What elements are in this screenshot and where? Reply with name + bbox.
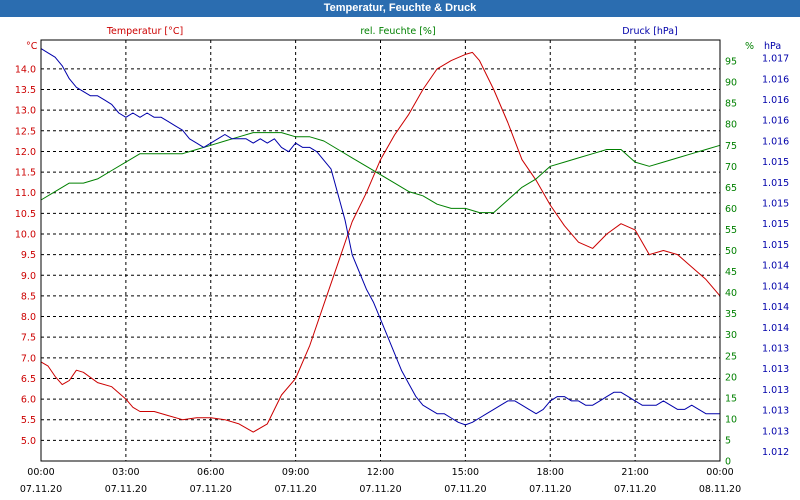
- pressure-tick-label: 1.015: [762, 157, 789, 168]
- temperature-tick-label: 13.5: [15, 85, 36, 96]
- pressure-tick-label: 1.015: [762, 219, 789, 230]
- pressure-tick-label: 1.014: [762, 281, 789, 292]
- humidity-tick-label: 45: [725, 267, 737, 278]
- x-tick-time-label: 00:00: [27, 467, 54, 478]
- humidity-tick-label: 75: [725, 141, 737, 152]
- humidity-tick-label: 50: [725, 246, 737, 257]
- temperature-tick-label: 10.0: [15, 229, 36, 240]
- humidity-axis-title: rel. Feuchte [%]: [360, 26, 435, 37]
- temperature-tick-label: 13.0: [15, 106, 36, 117]
- pressure-tick-label: 1.015: [762, 240, 789, 251]
- humidity-tick-label: 95: [725, 57, 737, 68]
- humidity-tick-label: 90: [725, 78, 737, 89]
- humidity-tick-label: 70: [725, 162, 737, 173]
- x-tick-date-label: 08.11.20: [699, 484, 741, 495]
- temperature-tick-label: 10.5: [15, 209, 36, 220]
- series-pressure: [40, 48, 720, 426]
- humidity-tick-label: 35: [725, 309, 737, 320]
- pressure-unit-label: hPa: [764, 41, 781, 52]
- pressure-tick-label: 1.016: [762, 116, 789, 127]
- pressure-tick-label: 1.016: [762, 136, 789, 147]
- chart-title: Temperatur, Feuchte & Druck: [0, 0, 800, 17]
- x-tick-date-label: 07.11.20: [614, 484, 656, 495]
- temperature-tick-label: 11.0: [15, 188, 36, 199]
- temperature-tick-label: 5.0: [21, 436, 36, 447]
- x-tick-time-label: 06:00: [197, 467, 224, 478]
- temperature-tick-label: 6.5: [21, 374, 36, 385]
- x-tick-date-label: 07.11.20: [359, 484, 401, 495]
- x-tick-date-label: 07.11.20: [20, 484, 62, 495]
- x-tick-date-label: 07.11.20: [105, 484, 147, 495]
- pressure-tick-label: 1.017: [762, 54, 789, 65]
- x-tick-time-label: 18:00: [537, 467, 564, 478]
- x-tick-date-label: 07.11.20: [274, 484, 316, 495]
- pressure-tick-label: 1.016: [762, 74, 789, 85]
- x-tick-date-label: 07.11.20: [190, 484, 232, 495]
- pressure-tick-label: 1.015: [762, 178, 789, 189]
- temperature-tick-label: 12.5: [15, 126, 36, 137]
- temperature-unit-label: °C: [26, 41, 38, 52]
- temperature-tick-label: 7.5: [21, 333, 36, 344]
- x-tick-time-label: 15:00: [452, 467, 479, 478]
- plot-frame: [40, 39, 721, 462]
- pressure-tick-label: 1.013: [762, 343, 789, 354]
- temperature-tick-label: 9.0: [21, 271, 36, 282]
- pressure-tick-label: 1.012: [762, 447, 789, 458]
- humidity-tick-label: 85: [725, 99, 737, 110]
- x-tick-time-label: 03:00: [112, 467, 139, 478]
- humidity-tick-label: 55: [725, 225, 737, 236]
- humidity-tick-label: 20: [725, 372, 737, 383]
- humidity-tick-label: 10: [725, 414, 737, 425]
- humidity-tick-label: 30: [725, 330, 737, 341]
- pressure-line: [40, 48, 720, 426]
- temperature-tick-label: 6.0: [21, 395, 36, 406]
- temperature-tick-label: 5.5: [21, 415, 36, 426]
- x-tick-time-label: 21:00: [621, 467, 648, 478]
- x-tick-time-label: 00:00: [706, 467, 733, 478]
- humidity-tick-label: 60: [725, 204, 737, 215]
- series-temperature: [40, 51, 721, 433]
- x-tick-time-label: 12:00: [367, 467, 394, 478]
- pressure-tick-label: 1.014: [762, 323, 789, 334]
- pressure-tick-label: 1.013: [762, 364, 789, 375]
- x-tick-date-label: 07.11.20: [529, 484, 571, 495]
- temperature-tick-label: 12.0: [15, 147, 36, 158]
- temperature-tick-label: 8.5: [21, 291, 36, 302]
- temperature-tick-label: 9.5: [21, 250, 36, 261]
- humidity-line: [40, 132, 721, 214]
- pressure-tick-label: 1.014: [762, 302, 789, 313]
- pressure-tick-label: 1.013: [762, 406, 789, 417]
- pressure-axis-title: Druck [hPa]: [622, 26, 678, 37]
- humidity-tick-label: 25: [725, 351, 737, 362]
- series-humidity: [40, 132, 721, 214]
- x-tick-time-label: 09:00: [282, 467, 309, 478]
- temperature-tick-label: 7.0: [21, 353, 36, 364]
- pressure-tick-label: 1.014: [762, 261, 789, 272]
- temperature-line: [40, 51, 721, 433]
- temperature-tick-label: 11.5: [15, 168, 36, 179]
- pressure-tick-label: 1.013: [762, 385, 789, 396]
- humidity-unit-label: %: [745, 41, 754, 52]
- x-tick-date-label: 07.11.20: [444, 484, 486, 495]
- pressure-tick-label: 1.016: [762, 95, 789, 106]
- temperature-tick-label: 8.0: [21, 312, 36, 323]
- humidity-tick-label: 15: [725, 393, 737, 404]
- pressure-tick-label: 1.013: [762, 426, 789, 437]
- humidity-tick-label: 0: [725, 457, 731, 468]
- temperature-tick-label: 14.0: [15, 64, 36, 75]
- humidity-tick-label: 5: [725, 435, 731, 446]
- temperature-axis-title: Temperatur [°C]: [106, 26, 183, 37]
- pressure-tick-label: 1.015: [762, 199, 789, 210]
- humidity-tick-label: 65: [725, 183, 737, 194]
- humidity-tick-label: 80: [725, 120, 737, 131]
- humidity-tick-label: 40: [725, 288, 737, 299]
